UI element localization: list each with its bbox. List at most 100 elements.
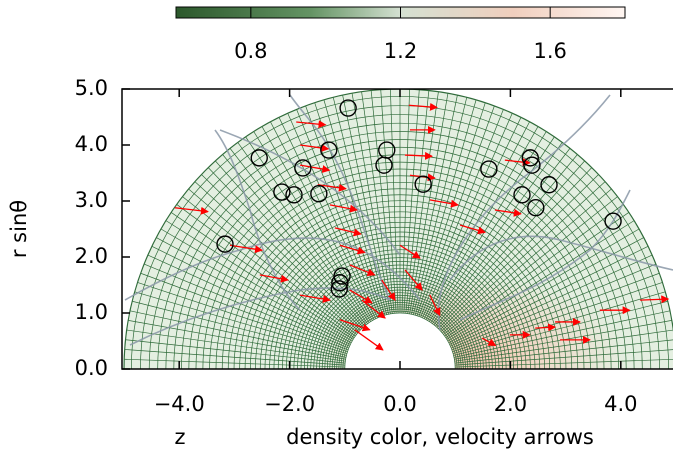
mesh-arc <box>165 131 635 369</box>
caption: density color, velocity arrows <box>286 425 594 449</box>
velocity-arrow <box>494 208 522 217</box>
velocity-arrow <box>408 102 438 111</box>
point <box>273 183 291 201</box>
mesh-arc <box>336 304 464 369</box>
mesh-ray <box>134 291 348 354</box>
point <box>320 141 338 159</box>
mesh-arc <box>334 302 466 369</box>
mesh-ray <box>454 339 673 364</box>
mesh-arc <box>181 147 619 369</box>
mesh-arc <box>244 211 556 369</box>
mesh-arc <box>148 114 652 369</box>
mesh-ray <box>176 204 356 337</box>
velocity-arrow <box>299 164 331 173</box>
mesh-ray <box>132 300 347 356</box>
velocity-arrow <box>504 158 531 167</box>
mesh-arc <box>255 221 545 369</box>
mesh-ray <box>137 282 348 353</box>
mesh-arc <box>273 240 527 369</box>
point <box>339 99 357 117</box>
y-tick-label: 2.0 <box>75 244 108 268</box>
colorbar-tick-label: 0.8 <box>234 39 267 63</box>
x-tick-label: −2.0 <box>264 392 315 416</box>
mesh-arc <box>209 175 591 369</box>
mesh-ray <box>445 212 630 338</box>
point <box>527 199 545 217</box>
mesh-arc <box>221 188 579 369</box>
mesh-arc <box>202 168 598 369</box>
y-tick-label: 0.0 <box>75 356 108 380</box>
x-tick-label: −4.0 <box>154 392 205 416</box>
streamline <box>459 189 631 321</box>
velocity-arrow <box>399 244 421 259</box>
velocity-arrow <box>481 337 497 347</box>
mesh-arc <box>215 181 585 369</box>
velocity-arrow <box>296 120 327 129</box>
mesh-arc <box>344 312 456 369</box>
mesh-ray <box>125 339 346 364</box>
point <box>521 149 539 167</box>
y-axis-label: r sinθ <box>7 200 31 258</box>
velocity-arrow <box>429 199 459 208</box>
mesh-arc <box>188 154 612 369</box>
velocity-arrow <box>174 206 209 215</box>
mesh-ray <box>446 220 635 340</box>
velocity-arrow <box>339 244 366 255</box>
streamline <box>129 287 391 346</box>
velocity-arrow <box>459 224 486 235</box>
plot-frame <box>121 88 673 370</box>
point <box>333 267 351 285</box>
x-axis-label: z <box>174 425 185 449</box>
point <box>216 235 234 253</box>
mesh-ray <box>448 237 644 344</box>
mesh-arc <box>157 122 643 369</box>
velocity-arrow <box>535 323 557 332</box>
mesh-ray <box>124 349 345 366</box>
streamline <box>124 237 421 301</box>
x-tick-label: 2.0 <box>494 392 527 416</box>
streamline <box>289 94 391 301</box>
mesh-arc <box>342 310 458 369</box>
velocity-arrow <box>354 329 384 351</box>
mesh-arc <box>303 271 497 369</box>
mesh <box>123 89 673 369</box>
mesh-arc <box>233 200 567 369</box>
velocity-arrow <box>381 279 396 301</box>
velocity-arrow <box>349 264 376 276</box>
velocity-arrow <box>299 143 330 152</box>
x-tick-label: 0.0 <box>383 392 416 416</box>
point <box>414 175 432 193</box>
mesh-ray <box>160 228 353 342</box>
velocity-arrow <box>349 289 373 304</box>
mesh-arc <box>321 289 479 369</box>
point <box>331 274 349 292</box>
mesh-ray <box>455 358 673 368</box>
mesh-arc <box>316 284 484 369</box>
mesh-arc <box>324 292 476 369</box>
point <box>250 149 268 167</box>
mesh-ray <box>128 320 346 360</box>
velocity-arrow <box>229 244 263 254</box>
streamline <box>214 129 301 311</box>
velocity-arrow <box>299 294 331 303</box>
velocity-arrow <box>640 295 670 304</box>
mesh-ray <box>165 220 354 340</box>
point <box>480 160 498 178</box>
velocity-arrow <box>404 151 434 160</box>
mesh-arc <box>338 306 462 369</box>
mesh-ray <box>124 358 345 368</box>
marks <box>174 99 670 351</box>
mesh-edge <box>123 89 673 369</box>
velocity-arrow <box>429 294 441 317</box>
velocity-arrow <box>334 227 362 237</box>
velocity-arrow <box>361 299 386 319</box>
point <box>540 176 558 194</box>
streamlines <box>124 94 673 346</box>
y-tick-label: 3.0 <box>75 188 108 212</box>
mesh-arc <box>293 260 507 369</box>
mesh-arc <box>340 308 460 369</box>
colorbar-tick-label: 1.6 <box>533 39 566 63</box>
streamline <box>437 94 611 331</box>
point <box>294 159 312 177</box>
